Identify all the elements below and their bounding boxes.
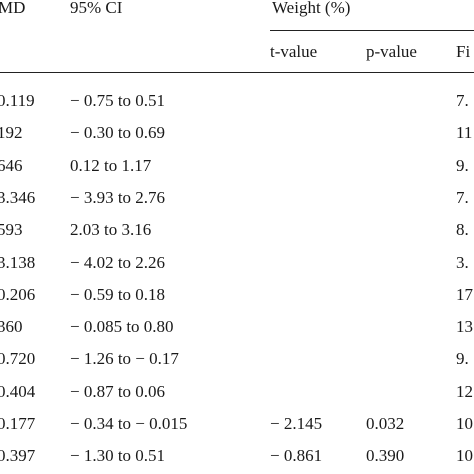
cell-smd: 0.177 <box>0 414 36 433</box>
cell-ci: − 0.75 to 0.51 <box>70 91 166 110</box>
cell-smd: 3.346 <box>0 187 36 207</box>
cell-fi: 10 <box>456 446 473 466</box>
cell-fi: 9. <box>456 349 469 369</box>
header-subrule <box>270 30 474 31</box>
cell-fi: 17 <box>456 284 473 304</box>
cell-fi: 3. <box>456 252 469 272</box>
cell-smd: 646 <box>0 155 23 175</box>
cell-smd: 0.119 <box>0 91 35 110</box>
cell-ci: − 1.30 to 0.51 <box>70 446 166 466</box>
cell-ci: − 0.34 to − 0.015 <box>70 414 188 433</box>
cell-fi: 11 <box>456 123 473 143</box>
cell-tvalue: − 0.861 <box>270 446 323 466</box>
header-tvalue: t-value <box>270 42 318 61</box>
cell-fi: 8. <box>456 220 469 240</box>
header-weight: Weight (%) <box>272 0 351 17</box>
header-pvalue: p-value <box>366 42 417 61</box>
cell-tvalue: − 2.145 <box>270 414 323 433</box>
header-smd: MD <box>0 0 26 17</box>
header-rule <box>0 72 474 73</box>
cell-fi: 9. <box>456 155 469 175</box>
cell-ci: 0.12 to 1.17 <box>70 155 152 175</box>
cell-ci: − 3.93 to 2.76 <box>70 187 166 207</box>
cell-smd: 0.206 <box>0 284 36 304</box>
cell-ci: − 0.59 to 0.18 <box>70 284 166 304</box>
cell-ci: − 0.30 to 0.69 <box>70 123 166 143</box>
cell-ci: − 0.085 to 0.80 <box>70 317 174 337</box>
cell-smd: 3.138 <box>0 252 36 272</box>
cell-pvalue: 0.032 <box>366 414 405 433</box>
cell-fi: 7. <box>456 187 469 207</box>
cell-smd: 192 <box>0 123 23 143</box>
cell-pvalue: 0.390 <box>366 446 405 466</box>
cell-fi: 10 <box>456 414 473 433</box>
cell-fi: 12 <box>456 381 473 401</box>
cell-smd: 593 <box>0 220 23 240</box>
cell-smd: 0.720 <box>0 349 36 369</box>
header-ci: 95% CI <box>70 0 123 17</box>
header-fi: Fi <box>456 42 471 61</box>
cell-fi: 13 <box>456 317 473 337</box>
cell-ci: − 1.26 to − 0.17 <box>70 349 179 369</box>
cell-smd: 0.397 <box>0 446 36 466</box>
cell-ci: − 0.87 to 0.06 <box>70 381 166 401</box>
cell-fi: 7. <box>456 91 469 110</box>
cell-ci: − 4.02 to 2.26 <box>70 252 166 272</box>
cell-smd: 360 <box>0 317 23 337</box>
cell-smd: 0.404 <box>0 381 36 401</box>
cell-ci: 2.03 to 3.16 <box>70 220 152 240</box>
